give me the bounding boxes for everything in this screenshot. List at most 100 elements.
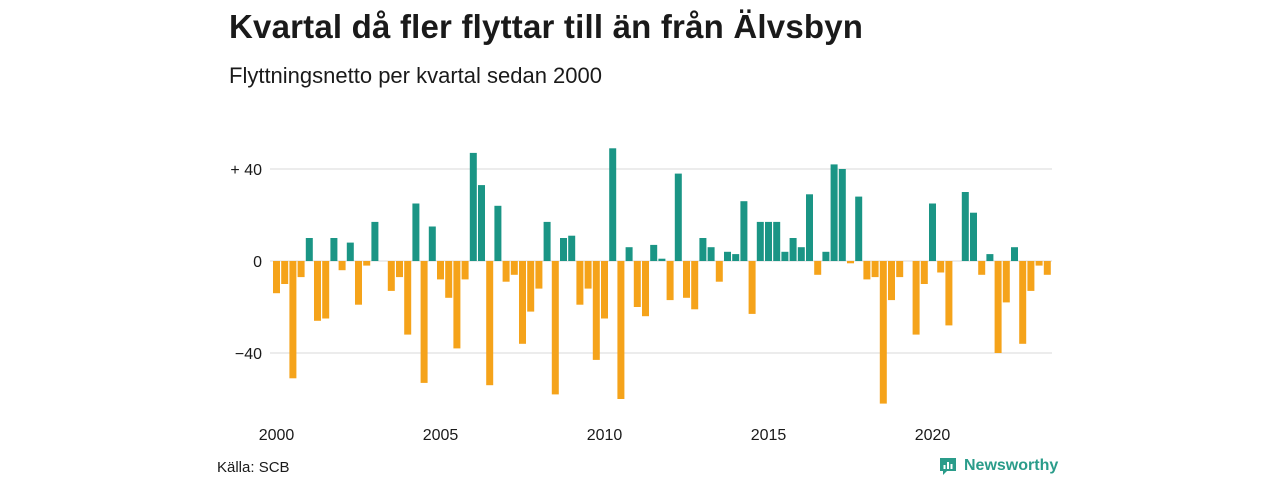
bar-2015-q4 <box>789 238 797 261</box>
bar-2008-q4 <box>560 238 567 261</box>
bar-2006-q1 <box>469 152 477 261</box>
bar-2002-q4 <box>363 261 371 266</box>
bar-2018-q4 <box>888 261 895 301</box>
bar-2014-q3 <box>748 261 756 314</box>
bar-2013-q2 <box>707 247 715 261</box>
bar-2013-q4 <box>724 251 731 261</box>
x-axis-ticks: 2000 2005 2010 2015 2020 <box>259 427 951 444</box>
x-tick-label: 2010 <box>587 427 623 444</box>
bar-2004-q1 <box>404 261 412 335</box>
bar-2014-q2 <box>740 201 748 261</box>
bar-2007-q1 <box>502 261 510 282</box>
bar-2017-q2 <box>838 169 846 261</box>
bar-2000-q1 <box>273 261 280 294</box>
bar-2004-q2 <box>412 203 420 261</box>
bar-2010-q4 <box>625 247 633 261</box>
bar-2018-q1 <box>863 261 871 280</box>
bar-2016-q2 <box>806 194 813 261</box>
bar-2021-q4 <box>986 254 994 261</box>
bar-2015-q2 <box>773 221 781 261</box>
bar-2000-q3 <box>289 261 297 379</box>
bar-2010-q2 <box>609 148 617 261</box>
bar-2002-q1 <box>338 261 346 271</box>
bar-2004-q4 <box>428 226 436 261</box>
bar-2022-q3 <box>1011 247 1018 261</box>
bar-2009-q2 <box>576 261 584 305</box>
bar-2002-q2 <box>346 242 354 261</box>
bar-2015-q1 <box>765 221 772 261</box>
bar-2007-q2 <box>510 261 518 275</box>
bar-2003-q4 <box>396 261 403 278</box>
y-tick-label: + 40 <box>230 162 262 179</box>
x-tick-label: 2015 <box>751 427 787 444</box>
bar-2014-q1 <box>732 254 740 261</box>
newsworthy-logo: Newsworthy <box>938 456 1058 476</box>
bar-2019-q1 <box>896 261 904 278</box>
bar-2011-q2 <box>642 261 649 317</box>
bar-2012-q2 <box>674 173 682 261</box>
bar-2011-q4 <box>658 258 666 261</box>
y-tick-label: −40 <box>235 346 262 363</box>
bar-2015-q3 <box>781 251 789 261</box>
bar-2012-q4 <box>691 261 699 310</box>
bar-2013-q1 <box>699 238 707 261</box>
bar-2001-q2 <box>314 261 321 321</box>
y-axis-ticks: + 40 0 −40 <box>230 162 262 363</box>
bar-2017-q3 <box>847 261 854 264</box>
bar-2019-q4 <box>920 261 928 284</box>
bar-2021-q2 <box>970 212 977 261</box>
bar-2020-q2 <box>937 261 945 273</box>
bar-2005-q1 <box>437 261 444 280</box>
bar-2003-q1 <box>371 221 379 261</box>
bar-2000-q4 <box>297 261 305 278</box>
bar-2023-q1 <box>1027 261 1035 291</box>
bar-2020-q3 <box>945 261 953 326</box>
bar-2012-q1 <box>666 261 674 301</box>
bar-2010-q1 <box>601 261 608 319</box>
bar-2011-q1 <box>633 261 641 307</box>
bar-2006-q4 <box>494 205 502 261</box>
bar-2022-q1 <box>994 261 1002 353</box>
bar-2001-q4 <box>330 238 338 261</box>
bar-2023-q2 <box>1035 261 1043 266</box>
bar-2017-q4 <box>855 196 863 261</box>
bar-2005-q3 <box>453 261 461 349</box>
source-note: Källa: SCB <box>217 459 290 476</box>
bar-2018-q2 <box>871 261 879 278</box>
bar-2023-q3 <box>1043 261 1051 275</box>
bar-2022-q2 <box>1002 261 1010 303</box>
bar-2008-q1 <box>535 261 543 289</box>
bars <box>273 148 1051 404</box>
bar-2008-q3 <box>551 261 559 395</box>
bar-2007-q3 <box>519 261 526 344</box>
bar-2021-q1 <box>961 192 969 261</box>
x-tick-label: 2020 <box>915 427 951 444</box>
brand-name: Newsworthy <box>964 457 1059 474</box>
bar-2021-q3 <box>978 261 986 275</box>
bar-2009-q3 <box>584 261 592 289</box>
bar-2007-q4 <box>527 261 535 312</box>
bar-2005-q2 <box>445 261 453 298</box>
bar-2009-q1 <box>568 235 576 261</box>
bar-2012-q3 <box>683 261 690 298</box>
bar-2001-q1 <box>305 238 313 261</box>
x-tick-label: 2000 <box>259 427 295 444</box>
newsworthy-chart-icon <box>940 458 956 475</box>
bar-2020-q1 <box>929 203 936 261</box>
bar-2002-q3 <box>355 261 362 305</box>
bar-2018-q3 <box>879 261 887 404</box>
bar-2006-q3 <box>486 261 494 386</box>
bar-2005-q4 <box>461 261 469 280</box>
bar-2000-q2 <box>281 261 289 284</box>
bar-2004-q3 <box>420 261 428 383</box>
bar-2016-q4 <box>822 251 830 261</box>
bar-2010-q3 <box>617 261 625 399</box>
bar-2001-q3 <box>322 261 330 319</box>
x-tick-label: 2005 <box>423 427 459 444</box>
y-tick-label: 0 <box>253 254 262 271</box>
bar-2008-q2 <box>543 221 551 261</box>
bar-2011-q3 <box>650 244 658 261</box>
bar-2017-q1 <box>830 164 838 261</box>
bar-2022-q4 <box>1019 261 1027 344</box>
